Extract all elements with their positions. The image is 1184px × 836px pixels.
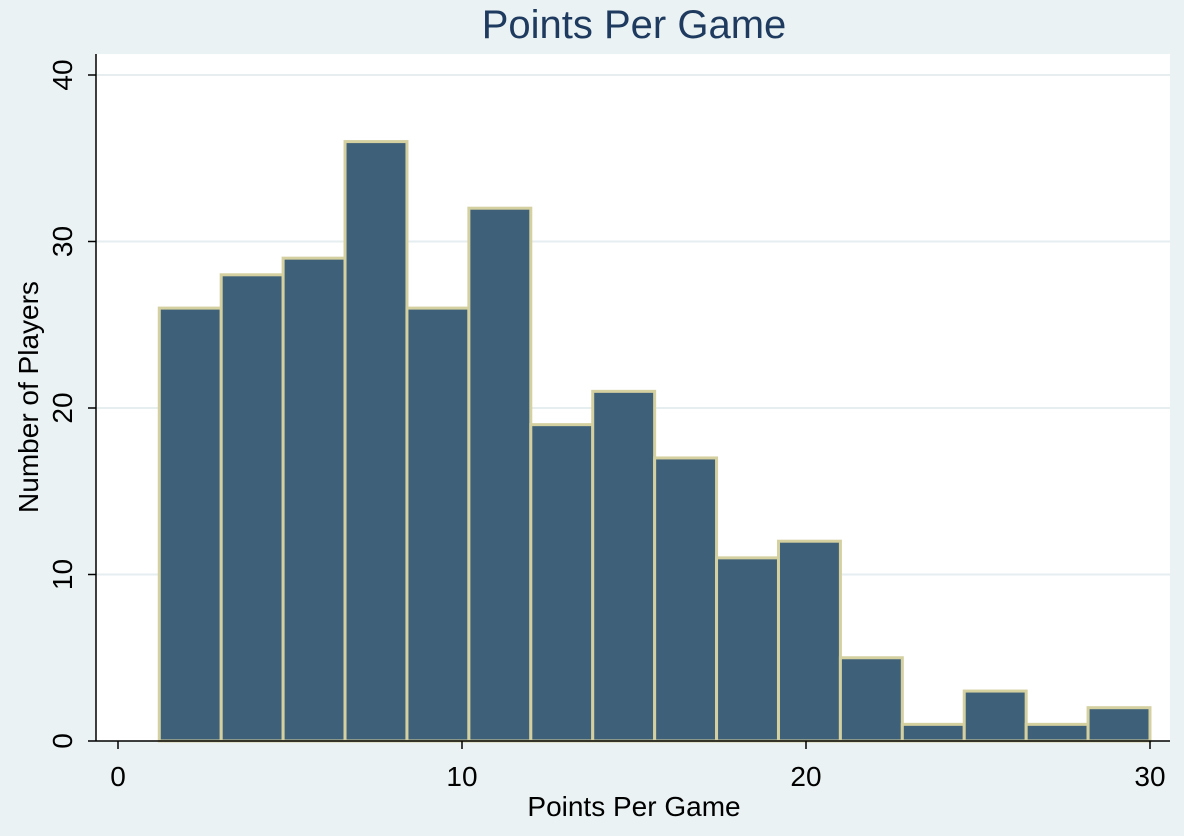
x-tick-label: 0 [110,761,126,792]
bars [157,140,1152,743]
y-tick-label: 0 [47,733,78,749]
histogram-bar [281,256,347,743]
histogram-bar [962,689,1028,743]
x-tick-label: 10 [446,761,477,792]
histogram-bar [405,306,471,743]
y-tick-label: 20 [47,392,78,423]
histogram-bar [776,539,842,743]
histogram-bar [1086,706,1152,743]
histogram-bar [219,273,285,743]
histogram-bar [529,423,595,743]
histogram-bar [653,456,719,743]
y-axis-title: Number of Players [13,281,44,513]
y-ticks: 0 10 20 30 40 [47,59,96,749]
y-tick-label: 10 [47,559,78,590]
y-tick-label: 30 [47,226,78,257]
histogram-bar [838,656,904,743]
histogram-bar [591,389,657,743]
x-axis-title: Points Per Game [527,791,740,822]
histogram-bar [715,556,780,743]
histogram-bar [343,140,409,743]
x-tick-label: 30 [1134,761,1165,792]
histogram-bar [900,722,966,743]
histogram-bar [467,206,533,743]
y-tick-label: 40 [47,59,78,90]
x-ticks: 0 10 20 30 [110,741,1166,792]
x-tick-label: 20 [790,761,821,792]
histogram-bar [1024,722,1090,743]
histogram-bar [157,306,223,743]
chart-title: Points Per Game [482,3,787,47]
